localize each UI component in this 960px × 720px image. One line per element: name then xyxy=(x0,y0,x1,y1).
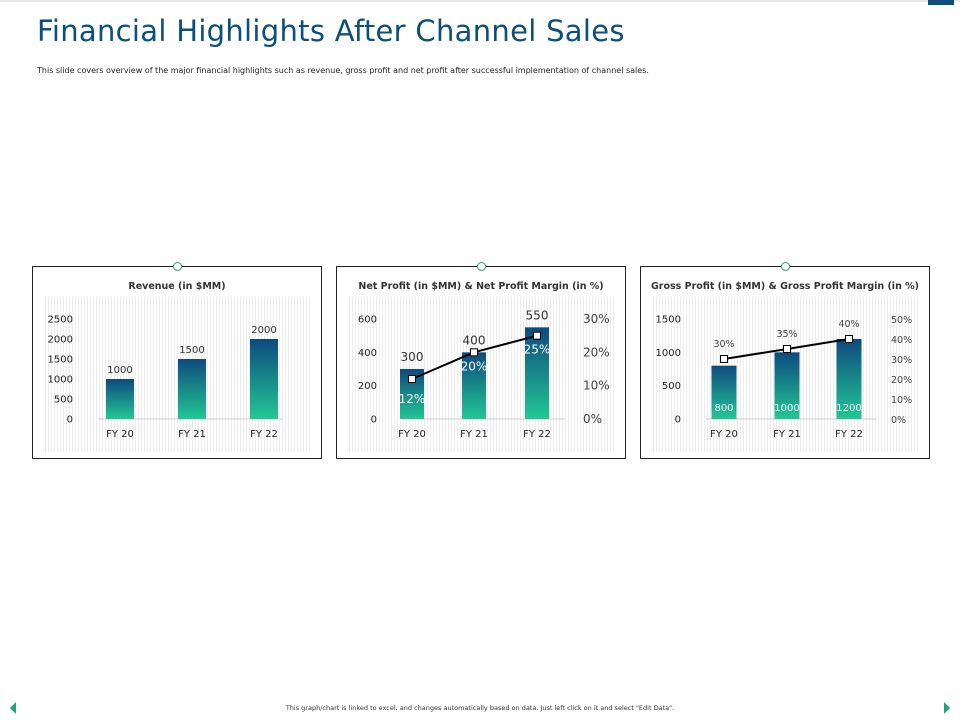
bar-value-label: 1200 xyxy=(836,403,861,414)
gross-profit-chart[interactable]: Gross Profit (in $MM) & Gross Profit Mar… xyxy=(640,262,930,459)
y-tick-label: 500 xyxy=(54,395,73,406)
y2-tick-label: 0% xyxy=(891,415,906,426)
y-tick-label: 1000 xyxy=(656,348,681,359)
margin-label: 40% xyxy=(838,319,859,330)
x-tick-label: FY 20 xyxy=(106,429,134,440)
line-marker xyxy=(720,355,728,363)
y2-tick-label: 10% xyxy=(583,379,610,393)
y-tick-label: 2500 xyxy=(48,315,73,326)
chart-title: Net Profit (in $MM) & Net Profit Margin … xyxy=(358,281,603,292)
y2-tick-label: 40% xyxy=(891,335,912,346)
top-border xyxy=(0,0,960,2)
bar xyxy=(250,339,278,419)
rotate-handle[interactable] xyxy=(477,262,486,271)
previous-slide-arrow-icon[interactable] xyxy=(10,702,16,714)
next-slide-arrow-icon[interactable] xyxy=(944,702,950,714)
bar xyxy=(774,352,800,419)
y2-tick-label: 20% xyxy=(583,345,610,359)
margin-label: 25% xyxy=(524,343,551,357)
bar xyxy=(178,359,206,419)
bar xyxy=(711,365,737,419)
x-tick-label: FY 21 xyxy=(460,429,488,440)
y-tick-label: 0 xyxy=(371,415,377,426)
margin-label: 20% xyxy=(461,359,488,373)
y-tick-label: 400 xyxy=(358,348,377,359)
y-tick-label: 1500 xyxy=(48,355,73,366)
bar xyxy=(836,339,862,419)
y-tick-label: 600 xyxy=(358,315,377,326)
y2-tick-label: 0% xyxy=(583,412,602,426)
y2-tick-label: 30% xyxy=(891,355,912,366)
x-tick-label: FY 21 xyxy=(773,429,801,440)
x-tick-label: FY 22 xyxy=(523,429,551,440)
x-tick-label: FY 21 xyxy=(178,429,206,440)
y-tick-label: 500 xyxy=(662,381,681,392)
revenue-chart[interactable]: Revenue (in $MM) 0 500 1000 1500 2000 2500 1000… xyxy=(32,262,322,459)
bar xyxy=(462,352,486,419)
y2-tick-label: 50% xyxy=(891,315,912,326)
x-tick-label: FY 20 xyxy=(710,429,738,440)
footer-note: This graph/chart is linked to excel, and… xyxy=(285,704,675,712)
y-tick-label: 2000 xyxy=(48,335,73,346)
margin-label: 12% xyxy=(399,392,426,406)
bar-value-label: 1500 xyxy=(179,345,204,356)
corner-accent xyxy=(928,0,954,5)
x-tick-label: FY 20 xyxy=(398,429,426,440)
subtitle: This slide covers overview of the major … xyxy=(37,66,649,75)
bar-value-label: 2000 xyxy=(251,325,276,336)
x-tick-label: FY 22 xyxy=(250,429,278,440)
page-title: Financial Highlights After Channel Sales xyxy=(37,14,625,48)
margin-label: 35% xyxy=(776,329,797,340)
bar-value-label: 550 xyxy=(526,308,549,322)
y-tick-label: 0 xyxy=(675,415,681,426)
bar-value-label: 1000 xyxy=(774,403,799,414)
chart-title: Revenue (in $MM) xyxy=(128,281,225,292)
y-tick-label: 200 xyxy=(358,381,377,392)
bar-value-label: 400 xyxy=(463,333,486,347)
y2-tick-label: 10% xyxy=(891,395,912,406)
y2-tick-label: 20% xyxy=(891,375,912,386)
chart-title: Gross Profit (in $MM) & Gross Profit Mar… xyxy=(651,281,919,292)
line-marker xyxy=(783,345,791,353)
bar-value-label: 300 xyxy=(401,350,424,364)
y-tick-label: 1000 xyxy=(48,375,73,386)
line-marker xyxy=(408,375,416,383)
y-tick-label: 0 xyxy=(67,415,73,426)
y-tick-label: 1500 xyxy=(656,315,681,326)
x-tick-label: FY 22 xyxy=(835,429,863,440)
bar xyxy=(106,379,134,419)
net-profit-chart[interactable]: Net Profit (in $MM) & Net Profit Margin … xyxy=(336,262,626,459)
bar xyxy=(525,327,549,419)
bar-value-label: 1000 xyxy=(107,365,132,376)
line-marker xyxy=(845,335,853,343)
rotate-handle[interactable] xyxy=(781,262,790,271)
y2-tick-label: 30% xyxy=(583,312,610,326)
line-marker xyxy=(533,331,541,340)
bar-value-label: 800 xyxy=(714,403,733,414)
margin-label: 30% xyxy=(713,339,734,350)
rotate-handle[interactable] xyxy=(173,262,182,271)
line-marker xyxy=(470,348,478,357)
